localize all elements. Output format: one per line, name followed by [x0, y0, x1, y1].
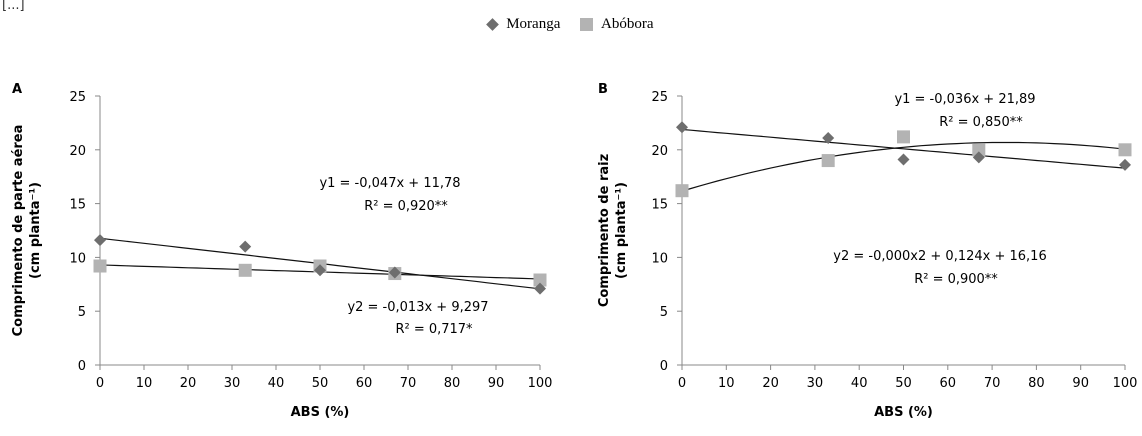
legend-item-abobora: Abóbora	[580, 16, 654, 33]
panel-label: B	[598, 82, 608, 97]
x-tick-label: 50	[895, 376, 912, 391]
x-tick-label: 20	[762, 376, 779, 391]
data-point-moranga	[897, 153, 910, 166]
data-point-moranga	[239, 240, 252, 253]
panel-label: A	[12, 82, 22, 97]
y-tick-label: 0	[78, 359, 86, 374]
x-tick-label: 30	[224, 376, 241, 391]
data-point-moranga	[534, 282, 546, 295]
r-squared-label: R² = 0,900**	[914, 272, 998, 287]
data-point-abobora	[972, 143, 986, 157]
square-marker-icon	[580, 18, 594, 32]
x-axis-title: ABS (%)	[874, 405, 933, 420]
data-point-moranga	[676, 121, 688, 134]
legend-item-moranga: Moranga	[486, 16, 561, 33]
data-point-abobora	[93, 259, 107, 273]
y-tick-label: 0	[660, 359, 668, 374]
x-tick-label: 60	[356, 376, 373, 391]
y-axis-title-line1: Comprimento de raiz	[597, 154, 612, 307]
trendline-abbora	[681, 141, 1126, 192]
x-tick-label: 70	[400, 376, 417, 391]
data-point-abobora	[1118, 143, 1132, 157]
diamond-marker-icon	[486, 18, 500, 31]
chart-a: A 0 5 10 15 20 25 0 10 20 30 40 50 60 70 80 90 100 ABS (%)…	[11, 82, 553, 420]
y-tick-label: 20	[651, 144, 668, 159]
x-tick-label: 80	[444, 376, 461, 391]
y-tick-label: 5	[78, 305, 86, 320]
x-tick-label: 30	[807, 376, 824, 391]
data-point-abobora	[821, 154, 835, 168]
x-tick-label: 90	[488, 376, 505, 391]
data-point-moranga	[314, 264, 326, 277]
y-tick-label: 25	[69, 90, 86, 105]
data-point-moranga	[94, 234, 106, 247]
y-axis-title-line1: Comprimento de parte aérea	[11, 125, 26, 337]
y-tick-label: 15	[69, 198, 86, 213]
y-axis-title-line2: (cm planta⁻¹)	[614, 182, 629, 279]
x-tick-label: 40	[851, 376, 868, 391]
x-tick-label: 40	[268, 376, 285, 391]
y-tick-label: 10	[651, 251, 668, 266]
x-tick-label: 70	[984, 376, 1001, 391]
legend-label-abobora: Abóbora	[601, 16, 654, 32]
x-tick-label: 50	[312, 376, 329, 391]
x-tick-label: 10	[718, 376, 735, 391]
data-point-moranga	[1119, 158, 1131, 171]
y-tick-label: 25	[651, 90, 668, 105]
y-tick-label: 10	[69, 251, 86, 266]
chart-b: B 0 5 10 15 20 25 0 10 20 30 40 50 60 70 80 90 100 ABS (%)…	[597, 82, 1138, 420]
header-fragment-text: [...]	[2, 0, 25, 13]
x-tick-label: 10	[136, 376, 153, 391]
y-axis-title-line2: (cm planta⁻¹)	[28, 182, 43, 279]
x-tick-label: 90	[1072, 376, 1089, 391]
y-tick-label: 20	[69, 144, 86, 159]
x-tick-label: 100	[1113, 376, 1138, 391]
r-squared-label: R² = 0,717*	[395, 322, 473, 337]
r-squared-label: R² = 0,920**	[364, 199, 448, 214]
x-tick-label: 20	[180, 376, 197, 391]
data-point-moranga	[972, 151, 985, 164]
data-point-moranga	[388, 266, 401, 279]
regression-equation: y2 = -0,000x2 + 0,124x + 16,16	[833, 249, 1046, 264]
x-tick-label: 100	[528, 376, 553, 391]
regression-equation: y1 = -0,047x + 11,78	[319, 176, 460, 191]
x-tick-label: 0	[96, 376, 104, 391]
x-axis-title: ABS (%)	[291, 405, 350, 420]
y-tick-label: 5	[660, 305, 668, 320]
data-point-moranga	[822, 131, 835, 144]
x-tick-label: 60	[940, 376, 957, 391]
y-tick-label: 15	[651, 198, 668, 213]
x-tick-label: 0	[678, 376, 686, 391]
data-point-abobora	[897, 130, 910, 144]
r-squared-label: R² = 0,850**	[939, 115, 1023, 130]
legend-label-moranga: Moranga	[506, 16, 561, 32]
data-point-abobora	[533, 273, 547, 287]
regression-equation: y1 = -0,036x + 21,89	[894, 92, 1035, 107]
data-point-abobora	[238, 263, 252, 277]
regression-equation: y2 = -0,013x + 9,297	[347, 300, 488, 315]
legend: Moranga Abóbora	[0, 16, 1142, 33]
trendline-moranga	[681, 128, 1126, 169]
header-fragment: [...]	[2, 0, 25, 13]
data-point-abobora	[675, 184, 689, 198]
x-tick-label: 80	[1028, 376, 1045, 391]
